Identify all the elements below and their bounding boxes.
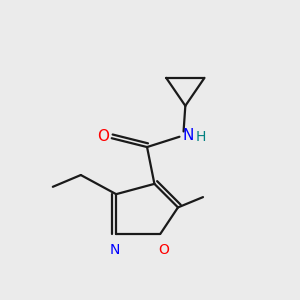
Text: H: H — [196, 130, 206, 144]
Text: N: N — [183, 128, 194, 143]
Text: O: O — [98, 129, 110, 144]
Text: N: N — [110, 243, 120, 257]
Text: O: O — [158, 243, 169, 257]
